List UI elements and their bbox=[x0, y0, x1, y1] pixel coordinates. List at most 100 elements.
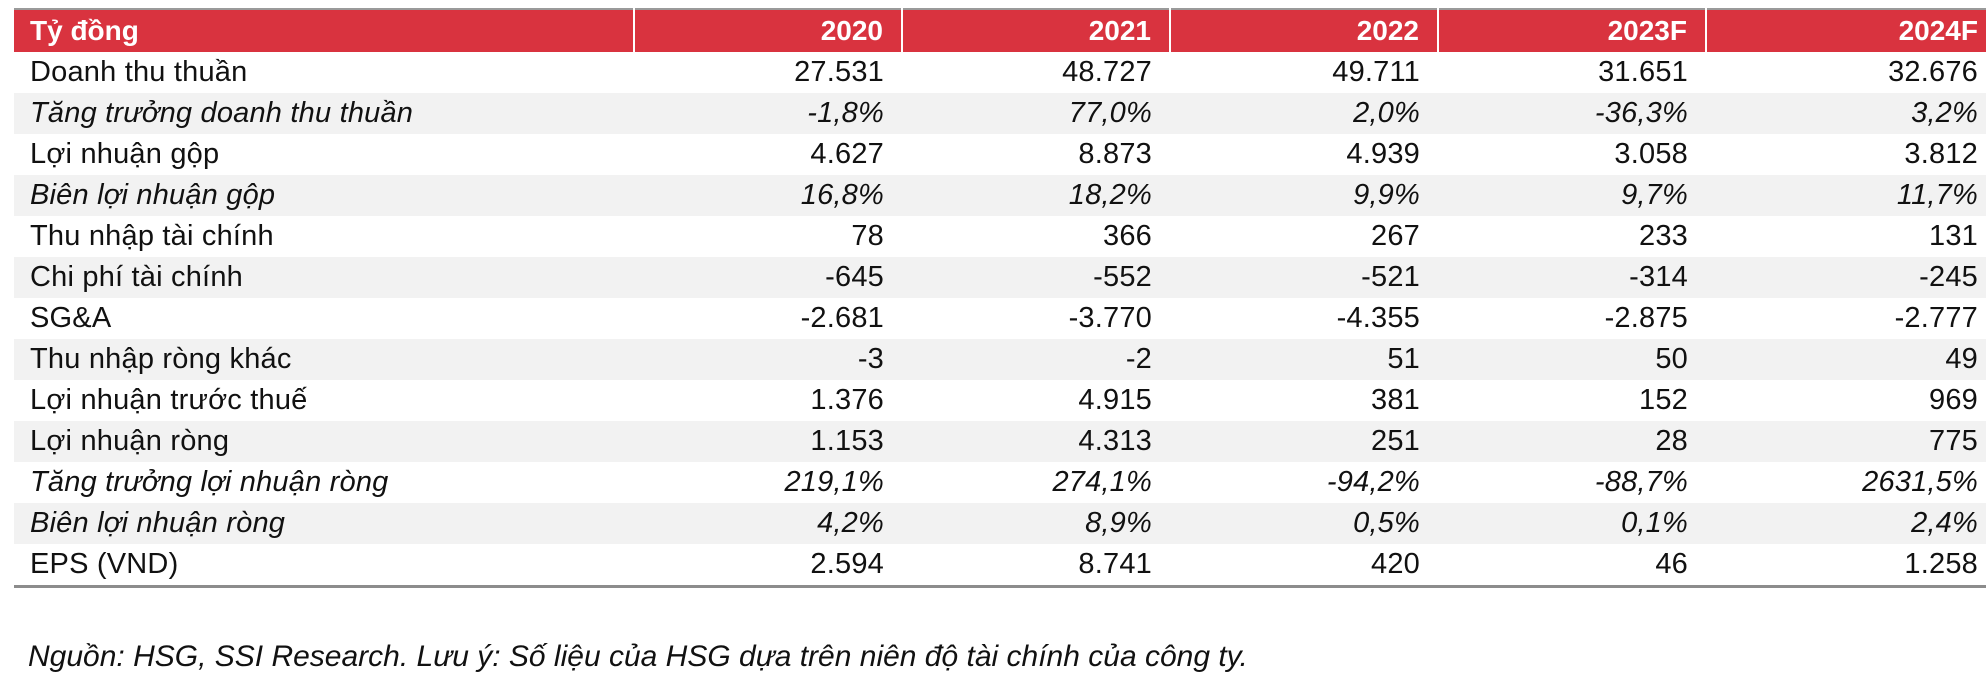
table-cell-value: -94,2% bbox=[1326, 466, 1420, 498]
row-label: Thu nhập tài chính bbox=[30, 220, 274, 252]
table-cell-value: 4,2% bbox=[634, 503, 902, 544]
table-cell-value: 274,1% bbox=[1052, 466, 1152, 498]
table-cell-value: 9,7% bbox=[1438, 175, 1706, 216]
table-cell-value: 3.058 bbox=[1614, 138, 1688, 170]
year-header-2021: 2021 bbox=[902, 8, 1171, 52]
table-cell-value: -521 bbox=[1170, 257, 1438, 298]
table-cell-value: 267 bbox=[1371, 220, 1420, 252]
year-header-2022: 2022 bbox=[1170, 8, 1439, 52]
financial-table-container: Tỷ đồng 2020 2021 2022 2023F 2024F Doanh… bbox=[14, 8, 1986, 588]
table-row: Lợi nhuận ròng 1.153 4.313 251 28 775 bbox=[14, 421, 1986, 462]
row-label: Lợi nhuận gộp bbox=[30, 138, 220, 170]
table-cell-value: 32.676 bbox=[1888, 56, 1978, 88]
table-cell-value: -3.770 bbox=[1068, 302, 1152, 334]
table-cell-value: 2,4% bbox=[1706, 503, 1986, 544]
table-cell-value: 49.711 bbox=[1332, 56, 1420, 88]
table-cell-value: 4.939 bbox=[1346, 138, 1420, 170]
table-cell-value: 131 bbox=[1929, 220, 1978, 252]
table-cell-value: -645 bbox=[634, 257, 902, 298]
row-label: EPS (VND) bbox=[14, 544, 634, 588]
table-cell-value: -314 bbox=[1438, 257, 1706, 298]
source-note: Nguồn: HSG, SSI Research. Lưu ý: Số liệu… bbox=[28, 640, 1248, 673]
table-cell-value: 2.594 bbox=[634, 544, 902, 588]
financial-summary-table: Tỷ đồng 2020 2021 2022 2023F 2024F Doanh… bbox=[14, 8, 1986, 588]
table-cell-value: -3 bbox=[634, 339, 902, 380]
table-cell-value: 775 bbox=[1706, 421, 1986, 462]
table-cell-value: 251 bbox=[1170, 421, 1438, 462]
table-cell-value: 0,5% bbox=[1170, 503, 1438, 544]
table-cell-value: 366 bbox=[1103, 220, 1152, 252]
table-row: Thu nhập tài chính 78 366 267 233 131 bbox=[14, 216, 1986, 257]
table-cell-value: 31.651 bbox=[1598, 56, 1688, 88]
table-cell-value: 420 bbox=[1170, 544, 1438, 588]
table-cell-value: 50 bbox=[1438, 339, 1706, 380]
table-cell-value: 1.153 bbox=[634, 421, 902, 462]
row-label: Tăng trưởng lợi nhuận ròng bbox=[30, 466, 389, 498]
table-cell-value: 969 bbox=[1929, 384, 1978, 416]
table-row: Chi phí tài chính -645 -552 -521 -314 -245 bbox=[14, 257, 1986, 298]
table-cell-value: 8.741 bbox=[902, 544, 1170, 588]
year-header-2020: 2020 bbox=[634, 8, 903, 52]
row-label: Biên lợi nhuận ròng bbox=[14, 503, 634, 544]
table-cell-value: 3.812 bbox=[1904, 138, 1978, 170]
table-cell-value: 0,1% bbox=[1438, 503, 1706, 544]
table-cell-value: -2.777 bbox=[1894, 302, 1978, 334]
table-cell-value: 381 bbox=[1371, 384, 1420, 416]
table-cell-value: 4.627 bbox=[810, 138, 884, 170]
table-cell-value: 78 bbox=[851, 220, 884, 252]
table-row: Tăng trưởng doanh thu thuần -1,8% 77,0% 2,0… bbox=[14, 93, 1986, 134]
table-cell-value: 46 bbox=[1438, 544, 1706, 588]
table-row: SG&A -2.681 -3.770 -4.355 -2.875 -2.777 bbox=[14, 298, 1986, 339]
table-cell-value: 49 bbox=[1706, 339, 1986, 380]
table-cell-value: -1,8% bbox=[634, 93, 902, 134]
table-row: EPS (VND) 2.594 8.741 420 46 1.258 bbox=[14, 544, 1986, 588]
row-label: Doanh thu thuần bbox=[30, 56, 248, 88]
row-label: SG&A bbox=[30, 302, 112, 334]
table-cell-value: 27.531 bbox=[794, 56, 884, 88]
table-cell-value: 16,8% bbox=[634, 175, 902, 216]
table-cell-value: 2,0% bbox=[1170, 93, 1438, 134]
table-cell-value: 9,9% bbox=[1170, 175, 1438, 216]
row-label: Tăng trưởng doanh thu thuần bbox=[14, 93, 634, 134]
table-cell-value: -36,3% bbox=[1438, 93, 1706, 134]
table-row: Doanh thu thuần 27.531 48.727 49.711 31.651 3… bbox=[14, 52, 1986, 93]
table-cell-value: 48.727 bbox=[1062, 56, 1152, 88]
table-cell-value: -2.681 bbox=[800, 302, 884, 334]
table-cell-value: 233 bbox=[1639, 220, 1688, 252]
table-cell-value: -88,7% bbox=[1594, 466, 1688, 498]
table-row: Lợi nhuận gộp 4.627 8.873 4.939 3.058 3.812 bbox=[14, 134, 1986, 175]
table-cell-value: -4.355 bbox=[1336, 302, 1420, 334]
table-cell-value: 28 bbox=[1438, 421, 1706, 462]
table-cell-value: 4.915 bbox=[1078, 384, 1152, 416]
table-cell-value: -552 bbox=[902, 257, 1170, 298]
table-cell-value: 8,9% bbox=[902, 503, 1170, 544]
row-label: Thu nhập ròng khác bbox=[14, 339, 634, 380]
table-row: Thu nhập ròng khác -3 -2 51 50 49 bbox=[14, 339, 1986, 380]
table-cell-value: 1.258 bbox=[1706, 544, 1986, 588]
year-header-2023f: 2023F bbox=[1438, 8, 1707, 52]
table-cell-value: -2 bbox=[902, 339, 1170, 380]
table-cell-value: 11,7% bbox=[1706, 175, 1986, 216]
table-row: Biên lợi nhuận gộp 16,8% 18,2% 9,9% 9,7% 11,7… bbox=[14, 175, 1986, 216]
table-cell-value: 4.313 bbox=[902, 421, 1170, 462]
table-cell-value: 8.873 bbox=[1078, 138, 1152, 170]
table-cell-value: -2.875 bbox=[1604, 302, 1688, 334]
table-cell-value: 77,0% bbox=[902, 93, 1170, 134]
table-cell-value: 2631,5% bbox=[1862, 466, 1978, 498]
table-cell-value: 219,1% bbox=[784, 466, 884, 498]
table-cell-value: 18,2% bbox=[902, 175, 1170, 216]
table-row: Lợi nhuận trước thuế 1.376 4.915 381 152 969 bbox=[14, 380, 1986, 421]
row-label: Lợi nhuận trước thuế bbox=[30, 384, 308, 416]
table-cell-value: 3,2% bbox=[1706, 93, 1986, 134]
row-label: Biên lợi nhuận gộp bbox=[14, 175, 634, 216]
table-cell-value: 51 bbox=[1170, 339, 1438, 380]
table-body: Doanh thu thuần 27.531 48.727 49.711 31.651 3… bbox=[14, 52, 1986, 588]
table-row: Biên lợi nhuận ròng 4,2% 8,9% 0,5% 0,1% 2,4% bbox=[14, 503, 1986, 544]
year-header-2024f: 2024F bbox=[1706, 8, 1986, 52]
row-label: Lợi nhuận ròng bbox=[14, 421, 634, 462]
table-cell-value: 152 bbox=[1639, 384, 1688, 416]
table-row: Tăng trưởng lợi nhuận ròng 219,1% 274,1% -9… bbox=[14, 462, 1986, 503]
table-header-row: Tỷ đồng 2020 2021 2022 2023F 2024F bbox=[14, 8, 1986, 52]
unit-header: Tỷ đồng bbox=[14, 8, 635, 52]
table-cell-value: -245 bbox=[1706, 257, 1986, 298]
